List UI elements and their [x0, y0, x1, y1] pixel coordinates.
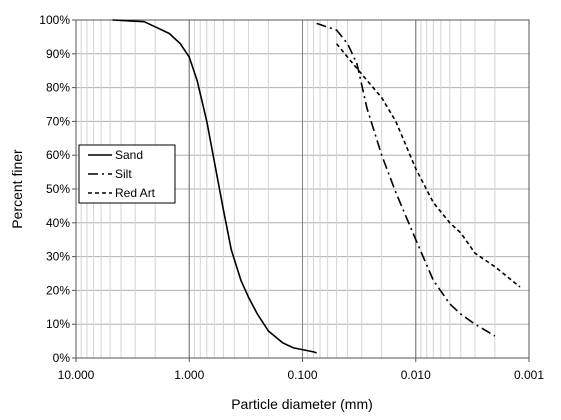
y-axis-title: Percent finer	[9, 149, 25, 229]
series-line-red-art	[335, 43, 521, 288]
legend-label: Sand	[115, 148, 143, 162]
y-tick-label: 20%	[46, 283, 70, 297]
y-tick-label: 100%	[39, 13, 70, 27]
x-tick-label: 10.000	[58, 368, 95, 382]
y-tick-label: 30%	[46, 250, 70, 264]
y-tick-label: 0%	[53, 351, 71, 365]
x-axis-title: Particle diameter (mm)	[231, 396, 373, 412]
x-tick-label: 0.100	[287, 368, 317, 382]
series-line-silt	[316, 22, 496, 337]
x-tick-label: 0.001	[514, 368, 544, 382]
y-axis-ticks: 0% 10% 20% 30% 40% 50% 60% 70% 80% 90% 100%	[39, 13, 76, 365]
data-series	[112, 19, 521, 354]
y-tick-label: 70%	[46, 114, 70, 128]
x-axis-ticks: 10.000 1.000 0.100 0.010 0.001	[58, 358, 544, 382]
series-line-sand	[112, 19, 317, 354]
y-tick-label: 40%	[46, 216, 70, 230]
legend-label: Silt	[115, 167, 132, 181]
y-tick-label: 80%	[46, 81, 70, 95]
x-tick-label: 1.000	[174, 368, 204, 382]
legend: Sand Silt Red Art	[78, 144, 176, 204]
legend-label: Red Art	[115, 186, 156, 200]
y-tick-label: 90%	[46, 47, 70, 61]
y-tick-label: 60%	[46, 148, 70, 162]
x-tick-label: 0.010	[401, 368, 431, 382]
y-tick-label: 10%	[46, 317, 70, 331]
y-tick-label: 50%	[46, 182, 70, 196]
